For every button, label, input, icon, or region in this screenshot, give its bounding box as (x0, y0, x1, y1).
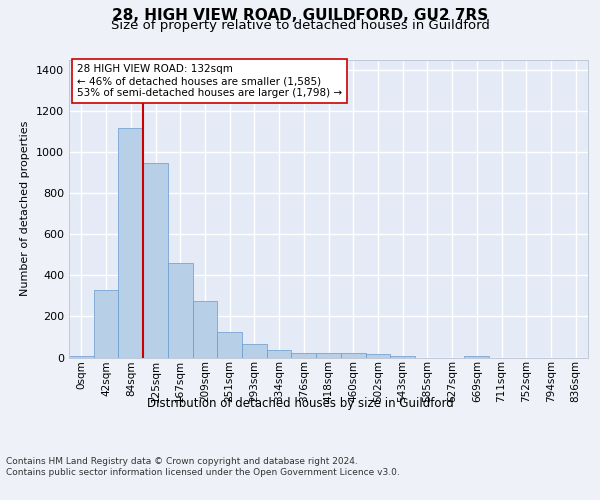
Bar (365, 354, 390, 358)
Bar (341, 354, 365, 358)
Y-axis label: Number of detached properties: Number of detached properties (20, 121, 31, 296)
Bar (168, 263, 193, 358)
Bar (69, 356, 94, 358)
Bar (390, 356, 415, 358)
Bar (118, 128, 143, 358)
Bar (464, 356, 489, 358)
Text: Size of property relative to detached houses in Guildford: Size of property relative to detached ho… (110, 18, 490, 32)
Text: Contains HM Land Registry data © Crown copyright and database right 2024.
Contai: Contains HM Land Registry data © Crown c… (6, 458, 400, 477)
Text: 28, HIGH VIEW ROAD, GUILDFORD, GU2 7RS: 28, HIGH VIEW ROAD, GUILDFORD, GU2 7RS (112, 8, 488, 22)
Bar (193, 301, 217, 358)
Bar (94, 290, 118, 358)
Bar (143, 162, 168, 358)
Bar (316, 354, 341, 358)
Bar (242, 344, 267, 358)
Text: Distribution of detached houses by size in Guildford: Distribution of detached houses by size … (146, 398, 454, 410)
Bar (267, 350, 292, 358)
Bar (217, 332, 242, 357)
Text: 28 HIGH VIEW ROAD: 132sqm
← 46% of detached houses are smaller (1,585)
53% of se: 28 HIGH VIEW ROAD: 132sqm ← 46% of detac… (77, 64, 342, 98)
Bar (292, 354, 316, 358)
